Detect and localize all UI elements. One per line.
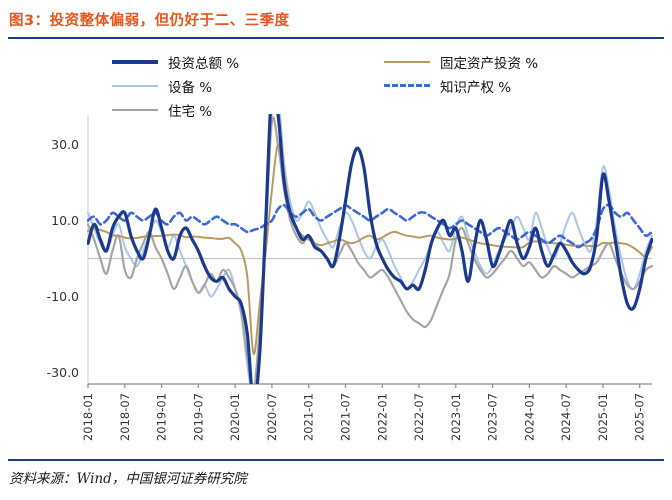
legend-swatch-intellectual-property: [384, 84, 430, 87]
legend-label-equipment: 设备 %: [168, 79, 213, 96]
x-tick-label: 2023-01: [449, 393, 463, 441]
legend-item-residential: 住宅 %: [112, 101, 384, 120]
legend-item-total-investment: 投资总额 %: [112, 53, 384, 72]
x-tick-label: 2018-01: [81, 393, 95, 441]
legend-label-residential: 住宅 %: [168, 103, 213, 120]
series-line-total-investment: [87, 114, 653, 384]
source-note: 资料来源：Wind，中国银河证券研究院: [9, 471, 247, 487]
series-line-residential: [87, 116, 653, 384]
y-tick-label: -30.0: [47, 365, 79, 380]
x-tick-label: 2019-07: [191, 393, 205, 441]
x-tick-label: 2021-07: [339, 393, 353, 441]
y-tick-label: -10.0: [47, 289, 79, 304]
series-line-fixed-asset-investment: [87, 143, 653, 355]
x-tick-label: 2024-01: [522, 393, 536, 441]
y-tick-label: 10.0: [51, 213, 79, 228]
x-tick-label: 2020-01: [228, 393, 242, 441]
y-tick-label: 30.0: [51, 137, 79, 152]
x-tick-label: 2024-07: [559, 393, 573, 441]
bottom-divider: [8, 459, 664, 461]
x-tick-label: 2025-01: [596, 393, 610, 441]
legend-swatch-equipment: [112, 84, 158, 87]
x-tick-label: 2025-07: [633, 393, 647, 441]
chart-series: [87, 114, 653, 384]
series-line-equipment: [87, 114, 653, 384]
chart-legend: 投资总额 % 固定资产投资 % 设备 % 知识产权 % 住宅 %: [112, 53, 660, 120]
x-tick-label: 2022-07: [412, 393, 426, 441]
legend-item-equipment: 设备 %: [112, 77, 384, 96]
figure-title: 图3：投资整体偏弱，但仍好于二、三季度: [9, 13, 290, 29]
x-tick-label: 2020-07: [265, 393, 279, 441]
x-tick-label: 2019-01: [155, 393, 169, 441]
legend-item-fixed-asset-investment: 固定资产投资 %: [384, 53, 648, 72]
x-tick-label: 2022-01: [375, 393, 389, 441]
top-divider: [8, 37, 664, 39]
legend-label-intellectual-property: 知识产权 %: [440, 79, 512, 96]
legend-swatch-total-investment: [112, 59, 158, 64]
legend-label-total-investment: 投资总额 %: [168, 55, 240, 72]
legend-label-fixed-asset-investment: 固定资产投资 %: [440, 55, 539, 72]
legend-swatch-fixed-asset-investment: [384, 60, 430, 63]
chart-area: 30.0 10.0 -10.0 -30.0 2018-01 2018-07 2019-01 2…: [0, 112, 672, 453]
x-tick-label: 2021-01: [302, 393, 316, 441]
legend-item-intellectual-property: 知识产权 %: [384, 77, 648, 96]
legend-swatch-residential: [112, 108, 158, 111]
x-tick-label: 2023-07: [486, 393, 500, 441]
x-tick-label: 2018-07: [118, 393, 132, 441]
